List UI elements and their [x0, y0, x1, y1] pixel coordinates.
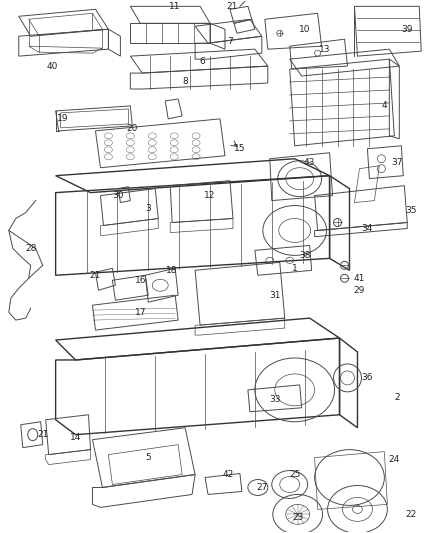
Text: 27: 27: [256, 483, 268, 492]
Text: 42: 42: [223, 470, 233, 479]
Text: 41: 41: [354, 274, 365, 283]
Text: 7: 7: [227, 37, 233, 46]
Text: 18: 18: [166, 266, 178, 275]
Text: 8: 8: [182, 77, 188, 85]
Text: 11: 11: [170, 2, 181, 11]
Text: 37: 37: [392, 158, 403, 167]
Text: 13: 13: [319, 45, 330, 54]
Text: 36: 36: [362, 374, 373, 382]
Text: 34: 34: [362, 224, 373, 233]
Text: 21: 21: [226, 2, 238, 11]
Text: 30: 30: [113, 191, 124, 200]
Text: 4: 4: [381, 101, 387, 110]
Text: 25: 25: [289, 470, 300, 479]
Text: 16: 16: [134, 276, 146, 285]
Text: 17: 17: [134, 308, 146, 317]
Text: 28: 28: [25, 244, 36, 253]
Text: 33: 33: [269, 395, 280, 405]
Text: 15: 15: [234, 144, 246, 154]
Text: 39: 39: [402, 25, 413, 34]
Text: 21: 21: [90, 271, 101, 280]
Text: 22: 22: [406, 510, 417, 519]
Text: 19: 19: [57, 115, 68, 124]
Text: 24: 24: [389, 455, 400, 464]
Text: 2: 2: [395, 393, 400, 402]
Text: 5: 5: [145, 453, 151, 462]
Text: 6: 6: [199, 56, 205, 66]
Text: 10: 10: [299, 25, 311, 34]
Text: 20: 20: [127, 124, 138, 133]
Text: 29: 29: [354, 286, 365, 295]
Text: 21: 21: [37, 430, 48, 439]
Text: 43: 43: [304, 158, 315, 167]
Text: 31: 31: [269, 290, 280, 300]
Text: 23: 23: [292, 513, 304, 522]
Text: 38: 38: [299, 251, 311, 260]
Text: 40: 40: [47, 62, 58, 70]
Text: 35: 35: [406, 206, 417, 215]
Text: 1: 1: [292, 264, 297, 273]
Text: 3: 3: [145, 204, 151, 213]
Text: 12: 12: [205, 191, 216, 200]
Text: 14: 14: [70, 433, 81, 442]
